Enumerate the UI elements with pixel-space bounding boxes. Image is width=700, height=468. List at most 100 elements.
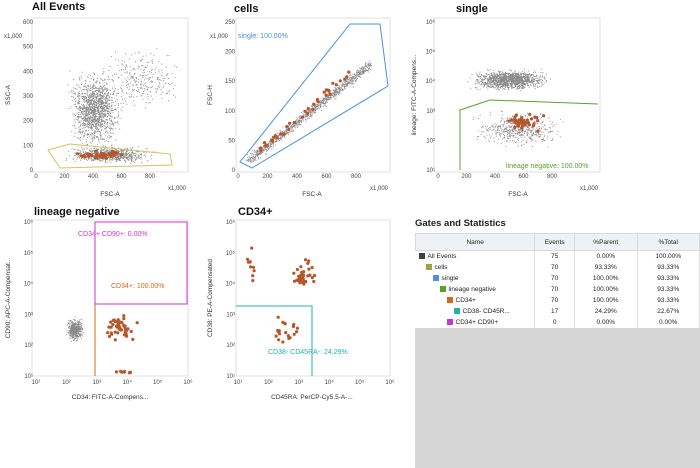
event-dot xyxy=(110,119,112,121)
event-dot xyxy=(91,109,93,111)
event-dot xyxy=(128,157,130,159)
event-dot xyxy=(100,160,102,162)
event-dot xyxy=(115,121,117,123)
event-dot xyxy=(103,110,105,112)
event-dot xyxy=(88,96,90,98)
event-dot xyxy=(500,78,502,80)
event-dot xyxy=(519,77,521,79)
event-dot xyxy=(117,122,119,124)
event-dot xyxy=(89,86,92,88)
event-dot xyxy=(541,85,543,87)
event-dot xyxy=(89,94,91,96)
event-dot xyxy=(538,80,540,82)
event-dot xyxy=(86,89,88,91)
event-dot xyxy=(79,101,81,103)
event-dot xyxy=(146,147,148,150)
event-dot xyxy=(512,79,514,81)
event-dot xyxy=(87,88,89,90)
event-dot xyxy=(500,86,503,88)
event-dot xyxy=(89,117,91,119)
event-dot xyxy=(97,78,99,80)
event-dot xyxy=(82,127,84,130)
event-dot xyxy=(496,76,498,78)
event-dot xyxy=(104,106,106,108)
event-dot xyxy=(497,78,499,80)
event-dot xyxy=(502,85,504,87)
event-dot xyxy=(80,111,82,113)
event-dot xyxy=(109,137,111,139)
event-dot xyxy=(500,75,502,77)
event-dot xyxy=(106,126,109,128)
event-dot xyxy=(532,77,534,79)
event-dot xyxy=(86,99,88,101)
event-dot xyxy=(87,122,89,124)
event-dot xyxy=(487,127,490,129)
event-dot xyxy=(95,102,97,104)
event-dot xyxy=(501,74,503,76)
event-dot xyxy=(90,134,92,136)
event-dot xyxy=(84,117,86,119)
event-dot xyxy=(479,77,482,79)
event-dot xyxy=(511,83,513,86)
event-dot xyxy=(137,156,139,158)
event-dot xyxy=(81,152,83,154)
event-dot xyxy=(478,80,480,82)
event-dot xyxy=(504,86,506,88)
event-dot xyxy=(86,119,88,121)
event-dot xyxy=(121,156,123,158)
event-dot xyxy=(101,138,104,140)
event-dot xyxy=(140,154,142,156)
event-dot xyxy=(104,102,107,104)
event-dot xyxy=(87,126,89,128)
event-dot xyxy=(79,95,81,97)
event-dot xyxy=(516,78,518,80)
event-dot xyxy=(68,150,70,152)
event-dot xyxy=(92,124,94,126)
event-dot xyxy=(102,94,104,96)
event-dot xyxy=(78,99,80,101)
event-dot xyxy=(89,108,91,110)
event-dot xyxy=(82,98,84,100)
event-dot xyxy=(522,77,524,79)
event-dot xyxy=(86,91,88,93)
event-dot xyxy=(537,126,539,128)
event-dot xyxy=(87,86,89,88)
event-dot xyxy=(87,133,89,135)
event-dot xyxy=(480,83,482,85)
event-dot xyxy=(91,122,93,124)
event-dot xyxy=(99,87,101,89)
event-dot xyxy=(139,153,141,155)
event-dot xyxy=(104,98,106,100)
event-dot xyxy=(87,117,89,119)
event-dot xyxy=(109,114,112,116)
event-dot xyxy=(97,92,99,94)
event-dot xyxy=(117,104,119,106)
event-dot xyxy=(90,102,93,105)
event-dot xyxy=(107,104,109,106)
event-dot xyxy=(507,88,509,90)
event-dot xyxy=(85,118,87,120)
event-dot xyxy=(103,124,105,127)
event-dot xyxy=(88,130,90,132)
event-dot xyxy=(491,76,494,78)
event-dot xyxy=(86,93,88,95)
event-dot xyxy=(75,106,78,108)
event-dot xyxy=(79,107,81,109)
event-dot xyxy=(523,78,525,80)
event-dot xyxy=(539,85,541,87)
event-dot xyxy=(88,124,90,126)
event-dot xyxy=(109,123,112,125)
event-dot xyxy=(86,85,88,87)
event-dot xyxy=(542,84,544,86)
event-dot xyxy=(92,110,94,112)
event-dot xyxy=(87,120,89,122)
event-dot xyxy=(483,85,485,87)
event-dot xyxy=(506,85,508,87)
all-events-scatter[interactable]: x1,000 x1,000 FSC-A SSC-A 0 200 400 600 8000… xyxy=(0,0,200,200)
event-dot xyxy=(80,124,82,126)
event-dot xyxy=(98,82,101,84)
event-dot xyxy=(71,90,73,92)
event-dot xyxy=(81,122,83,124)
event-dot xyxy=(103,71,105,73)
event-dot xyxy=(96,93,98,95)
